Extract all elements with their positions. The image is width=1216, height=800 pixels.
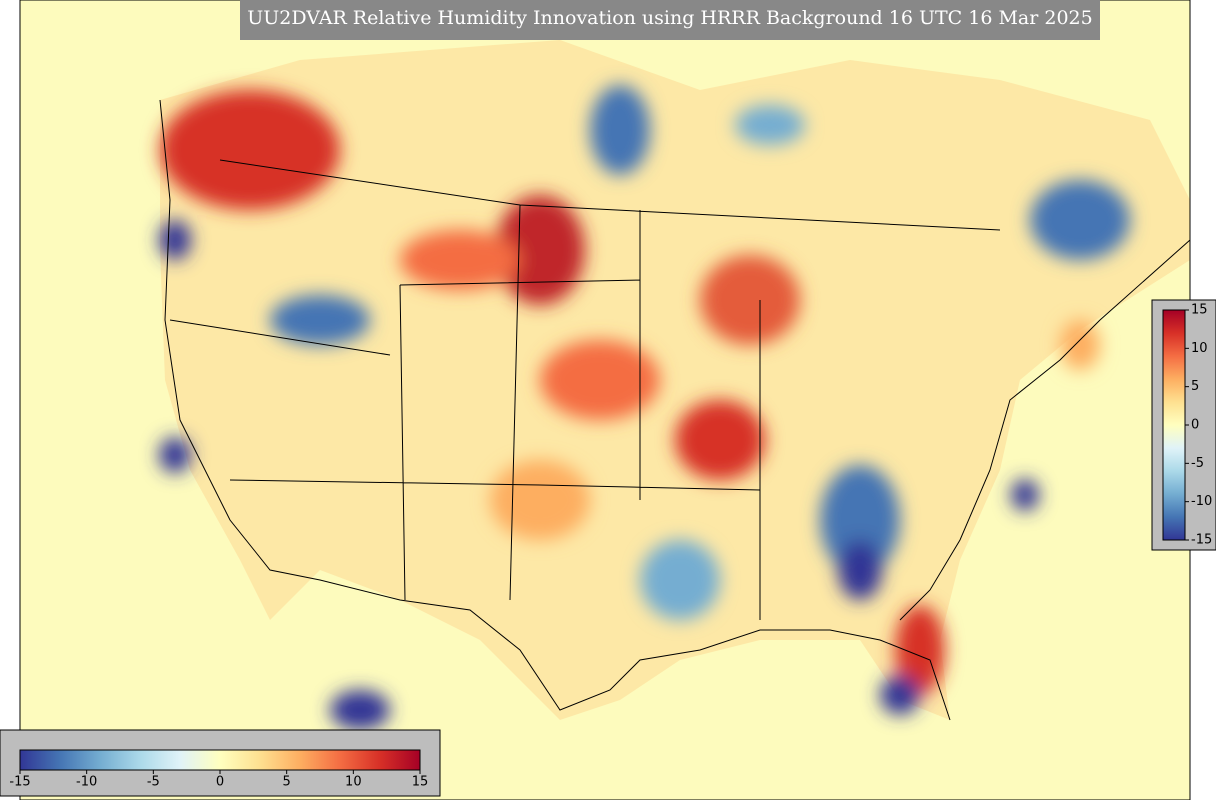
tick-label: 15 — [1191, 303, 1208, 318]
colorbar — [1162, 309, 1186, 541]
tick-label: 5 — [283, 775, 291, 790]
tick-label: 15 — [412, 775, 429, 790]
coastline — [159, 99, 1191, 721]
tick-label: 10 — [1191, 341, 1208, 356]
tick-label: 10 — [345, 775, 362, 790]
tick-label: -15 — [9, 775, 30, 790]
tick-label: -5 — [1191, 456, 1204, 471]
tick-label: -5 — [147, 775, 160, 790]
land-field — [160, 40, 1190, 720]
tick-label: 5 — [1191, 379, 1199, 394]
tick-label: -10 — [76, 775, 97, 790]
colorbar — [19, 749, 421, 771]
tick-label: -15 — [1191, 533, 1212, 548]
map — [19, 0, 1191, 800]
vertical-colorbar: -15 -10 -5 0 5 10 15 — [1151, 299, 1216, 551]
tick-label: 0 — [216, 775, 224, 790]
title-background — [240, 0, 1100, 40]
innovation-blobs — [159, 85, 1130, 730]
state-borders — [169, 159, 1001, 620]
title-box: UU2DVAR Relative Humidity Innovation usi… — [240, 0, 1100, 40]
horizontal-colorbar: -15 -10 -5 0 5 10 15 — [0, 729, 441, 797]
tick-label: -10 — [1191, 494, 1212, 509]
tick-label: 0 — [1191, 418, 1199, 433]
title: UU2DVAR Relative Humidity Innovation usi… — [247, 7, 1092, 29]
